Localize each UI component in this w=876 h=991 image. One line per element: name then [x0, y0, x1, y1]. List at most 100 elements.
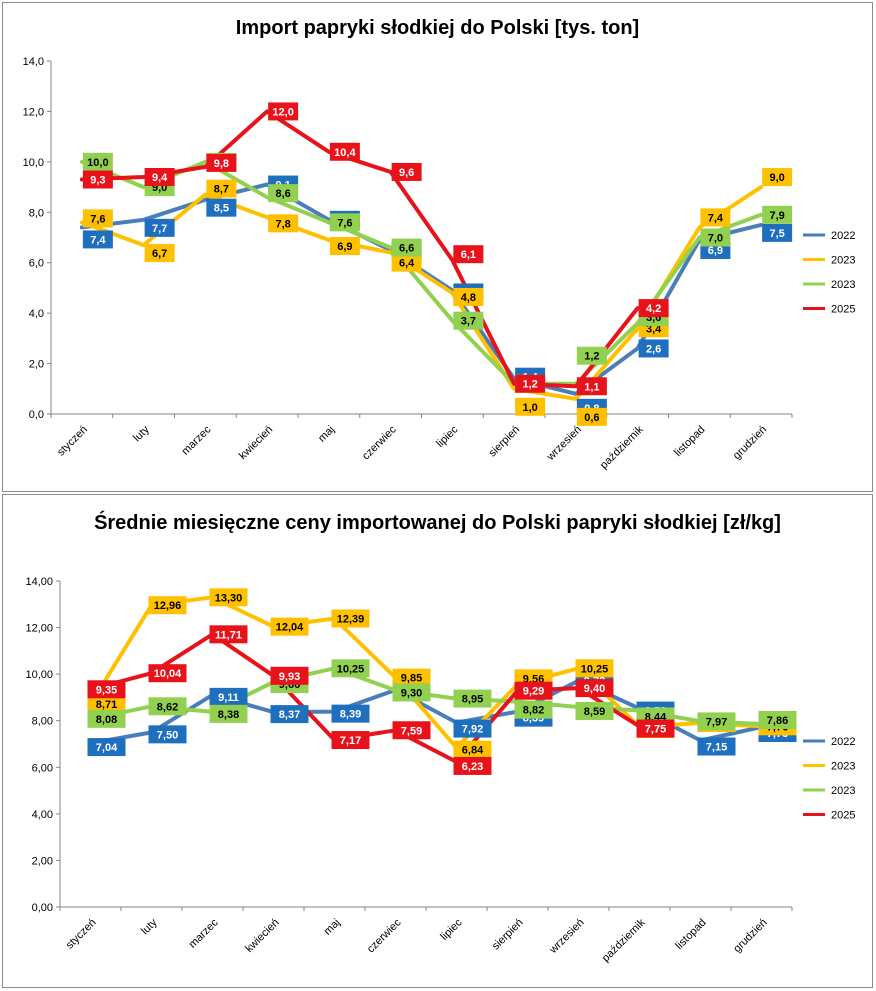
data-label: 9,93 — [270, 666, 309, 685]
data-label-box — [87, 680, 126, 699]
data-label: 4,8 — [453, 287, 484, 306]
data-label: 10,25 — [331, 659, 370, 678]
legend-label: 2022 — [831, 230, 855, 242]
data-label-box — [453, 287, 484, 306]
data-label: 3,7 — [453, 311, 484, 330]
data-label-box — [144, 244, 175, 263]
data-label: 8,37 — [270, 705, 309, 724]
x-tick-label: wrzesień — [547, 917, 587, 957]
data-label: 6,6 — [391, 238, 422, 257]
data-label: 1,1 — [576, 377, 607, 396]
data-label: 6,84 — [453, 740, 492, 759]
data-label: 7,92 — [453, 719, 492, 738]
data-label-box — [515, 397, 546, 416]
data-label-box — [82, 209, 113, 228]
x-tick-label: marzec — [180, 423, 214, 457]
data-label: 7,4 — [82, 230, 113, 249]
data-label: 9,35 — [87, 680, 126, 699]
data-label: 6,4 — [391, 253, 422, 272]
data-label-text: 7,92 — [462, 724, 483, 736]
data-label-text: 9,35 — [96, 684, 117, 696]
x-tick-label: maj — [316, 424, 337, 445]
data-label-box — [762, 168, 793, 187]
data-label-text: 9,85 — [401, 673, 422, 685]
data-label-box — [331, 731, 370, 750]
y-tick-label: 2,00 — [32, 855, 53, 867]
data-label-text: 12,39 — [337, 613, 365, 625]
data-label-text: 8,6 — [275, 188, 290, 200]
data-label-text: 9,40 — [584, 683, 605, 695]
data-label: 11,71 — [209, 625, 248, 644]
data-label: 9,40 — [575, 679, 614, 698]
x-tick-label: luty — [139, 916, 160, 937]
data-label: 6,1 — [453, 245, 484, 264]
data-label-box — [144, 218, 175, 237]
data-label-text: 9,4 — [152, 172, 168, 184]
data-label-box — [148, 725, 187, 744]
data-label-box — [270, 666, 309, 685]
data-label: 8,62 — [148, 697, 187, 716]
data-label-box — [268, 102, 299, 121]
data-label-box — [575, 701, 614, 720]
data-label: 6,9 — [329, 237, 360, 256]
data-label-text: 10,0 — [87, 157, 108, 169]
data-label-box — [209, 625, 248, 644]
data-label-box — [206, 198, 237, 217]
data-label: 8,95 — [453, 689, 492, 708]
data-label: 0,6 — [576, 407, 607, 426]
data-label: 7,5 — [762, 223, 793, 242]
data-label-text: 3,4 — [646, 323, 662, 335]
data-label: 7,17 — [331, 731, 370, 750]
legend-label: 2025 — [831, 810, 855, 822]
data-label: 7,59 — [392, 721, 431, 740]
data-label-box — [268, 184, 299, 203]
y-tick-label: 2,0 — [29, 359, 44, 371]
data-label-box — [700, 228, 731, 247]
data-label-box — [392, 668, 431, 687]
data-label: 8,59 — [575, 701, 614, 720]
y-tick-label: 4,0 — [29, 308, 44, 320]
x-tick-label: styczeń — [64, 917, 99, 952]
data-label: 8,39 — [331, 704, 370, 723]
data-label-text: 10,04 — [154, 668, 182, 680]
data-label-box — [758, 710, 797, 729]
data-label: 12,04 — [270, 617, 309, 636]
data-label-box — [331, 659, 370, 678]
data-label-text: 1,2 — [584, 351, 599, 363]
data-label-box — [87, 738, 126, 757]
x-tick-label: kwiecień — [237, 424, 275, 462]
data-label-box — [206, 153, 237, 172]
data-label-text: 6,9 — [337, 241, 352, 253]
data-label-text: 7,50 — [157, 729, 178, 741]
data-label: 2,6 — [638, 339, 669, 358]
data-label-box — [700, 208, 731, 227]
import-chart-panel: Import papryki słodkiej do Polski [tys. … — [2, 2, 873, 492]
y-tick-label: 12,0 — [23, 106, 44, 118]
data-label-text: 7,8 — [275, 218, 290, 230]
data-label-text: 6,6 — [399, 243, 414, 255]
data-label: 8,82 — [514, 700, 553, 719]
data-label-box — [453, 756, 492, 775]
data-label-text: 7,4 — [708, 212, 724, 224]
data-label: 9,3 — [82, 170, 113, 189]
data-label: 7,0 — [700, 228, 731, 247]
x-tick-label: grudzień — [731, 917, 769, 955]
legend-label: 2023 — [831, 279, 855, 291]
data-label-box — [576, 346, 607, 365]
data-label-text: 12,96 — [154, 600, 182, 612]
data-label-box — [576, 407, 607, 426]
x-tick-label: listopad — [672, 424, 707, 459]
data-label: 7,15 — [697, 737, 736, 756]
data-label-text: 13,30 — [215, 592, 243, 604]
data-label-box — [329, 142, 360, 161]
data-label-box — [82, 230, 113, 249]
data-label-text: 8,59 — [584, 706, 605, 718]
data-label-text: 7,97 — [706, 716, 727, 728]
data-label: 10,0 — [82, 152, 113, 171]
x-tick-label: lipiec — [434, 423, 461, 450]
data-label-text: 7,75 — [645, 724, 666, 736]
data-label-text: 0,6 — [584, 412, 599, 424]
data-label-box — [87, 709, 126, 728]
data-label-box — [762, 223, 793, 242]
data-label-text: 8,5 — [214, 203, 229, 215]
